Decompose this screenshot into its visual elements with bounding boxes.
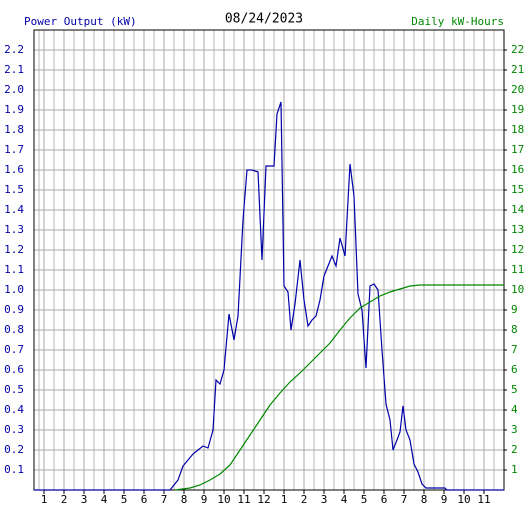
y-tick-label: 1.1 — [4, 263, 24, 276]
y-tick-label: 1.7 — [4, 143, 24, 156]
y-tick-label: 2.2 — [4, 43, 24, 56]
x-tick-label: 10 — [457, 493, 470, 506]
y-tick-label: 0.2 — [4, 443, 24, 456]
y-tick-label: 0.7 — [4, 343, 24, 356]
y2-tick-label: 9 — [511, 303, 518, 316]
y-tick-label: 1.3 — [4, 223, 24, 236]
x-tick-label: 10 — [217, 493, 230, 506]
x-tick-label: 7 — [401, 493, 408, 506]
y2-tick-label: 5 — [511, 383, 518, 396]
y-tick-label: 0.5 — [4, 383, 24, 396]
y2-tick-label: 19 — [511, 103, 524, 116]
y2-tick-label: 14 — [511, 203, 525, 216]
y-tick-label: 1.2 — [4, 243, 24, 256]
y2-tick-label: 21 — [511, 63, 524, 76]
y-tick-label: 2.1 — [4, 63, 24, 76]
series-line — [34, 101, 504, 491]
y2-tick-label: 11 — [511, 263, 524, 276]
y2-tick-label: 8 — [511, 323, 518, 336]
x-tick-label: 4 — [341, 493, 348, 506]
y2-tick-label: 13 — [511, 223, 524, 236]
y2-tick-label: 1 — [511, 463, 518, 476]
x-tick-label: 6 — [381, 493, 388, 506]
y-tick-label: 0.6 — [4, 363, 24, 376]
y-tick-label: 1.8 — [4, 123, 24, 136]
y2-tick-label: 17 — [511, 143, 524, 156]
series-line — [174, 284, 504, 491]
y-tick-label: 0.8 — [4, 323, 24, 336]
x-tick-label: 6 — [141, 493, 148, 506]
x-tick-label: 11 — [477, 493, 490, 506]
y2-tick-label: 4 — [511, 403, 518, 416]
y2-tick-label: 12 — [511, 243, 524, 256]
x-tick-label: 3 — [321, 493, 328, 506]
x-tick-label: 8 — [181, 493, 188, 506]
y2-tick-label: 15 — [511, 183, 524, 196]
x-tick-label: 1 — [281, 493, 288, 506]
x-tick-label: 5 — [361, 493, 368, 506]
y2-tick-label: 16 — [511, 163, 524, 176]
x-tick-label: 9 — [441, 493, 448, 506]
y-tick-label: 1.4 — [4, 203, 24, 216]
y-tick-label: 1.5 — [4, 183, 24, 196]
y2-tick-label: 7 — [511, 343, 518, 356]
y-tick-label: 1.0 — [4, 283, 24, 296]
y-tick-label: 0.4 — [4, 403, 24, 416]
y2-tick-label: 2 — [511, 443, 518, 456]
plot-border — [33, 29, 505, 491]
x-tick-label: 1 — [41, 493, 48, 506]
x-tick-label: 2 — [301, 493, 308, 506]
y-axis-label: Power Output (kW) — [24, 15, 137, 28]
chart-title: 08/24/2023 — [225, 12, 303, 27]
y2-tick-label: 20 — [511, 83, 524, 96]
x-tick-label: 11 — [237, 493, 250, 506]
x-tick-label: 8 — [421, 493, 428, 506]
x-tick-label: 4 — [101, 493, 108, 506]
y2-tick-label: 6 — [511, 363, 518, 376]
grid — [34, 30, 504, 490]
y-tick-label: 1.9 — [4, 103, 24, 116]
y2-axis-label: Daily kW-Hours — [411, 15, 504, 28]
y-tick-label: 0.1 — [4, 463, 24, 476]
x-tick-label: 5 — [121, 493, 128, 506]
y2-tick-label: 3 — [511, 423, 518, 436]
x-tick-label: 7 — [161, 493, 168, 506]
y2-tick-label: 18 — [511, 123, 524, 136]
x-tick-label: 2 — [61, 493, 68, 506]
x-tick-label: 9 — [201, 493, 208, 506]
x-tick-label: 12 — [257, 493, 270, 506]
y2-tick-label: 10 — [511, 283, 524, 296]
y-tick-label: 0.3 — [4, 423, 24, 436]
y2-tick-label: 22 — [511, 43, 524, 56]
x-tick-label: 3 — [81, 493, 88, 506]
y-tick-label: 0.9 — [4, 303, 24, 316]
y-tick-label: 2.0 — [4, 83, 24, 96]
y-tick-label: 1.6 — [4, 163, 24, 176]
